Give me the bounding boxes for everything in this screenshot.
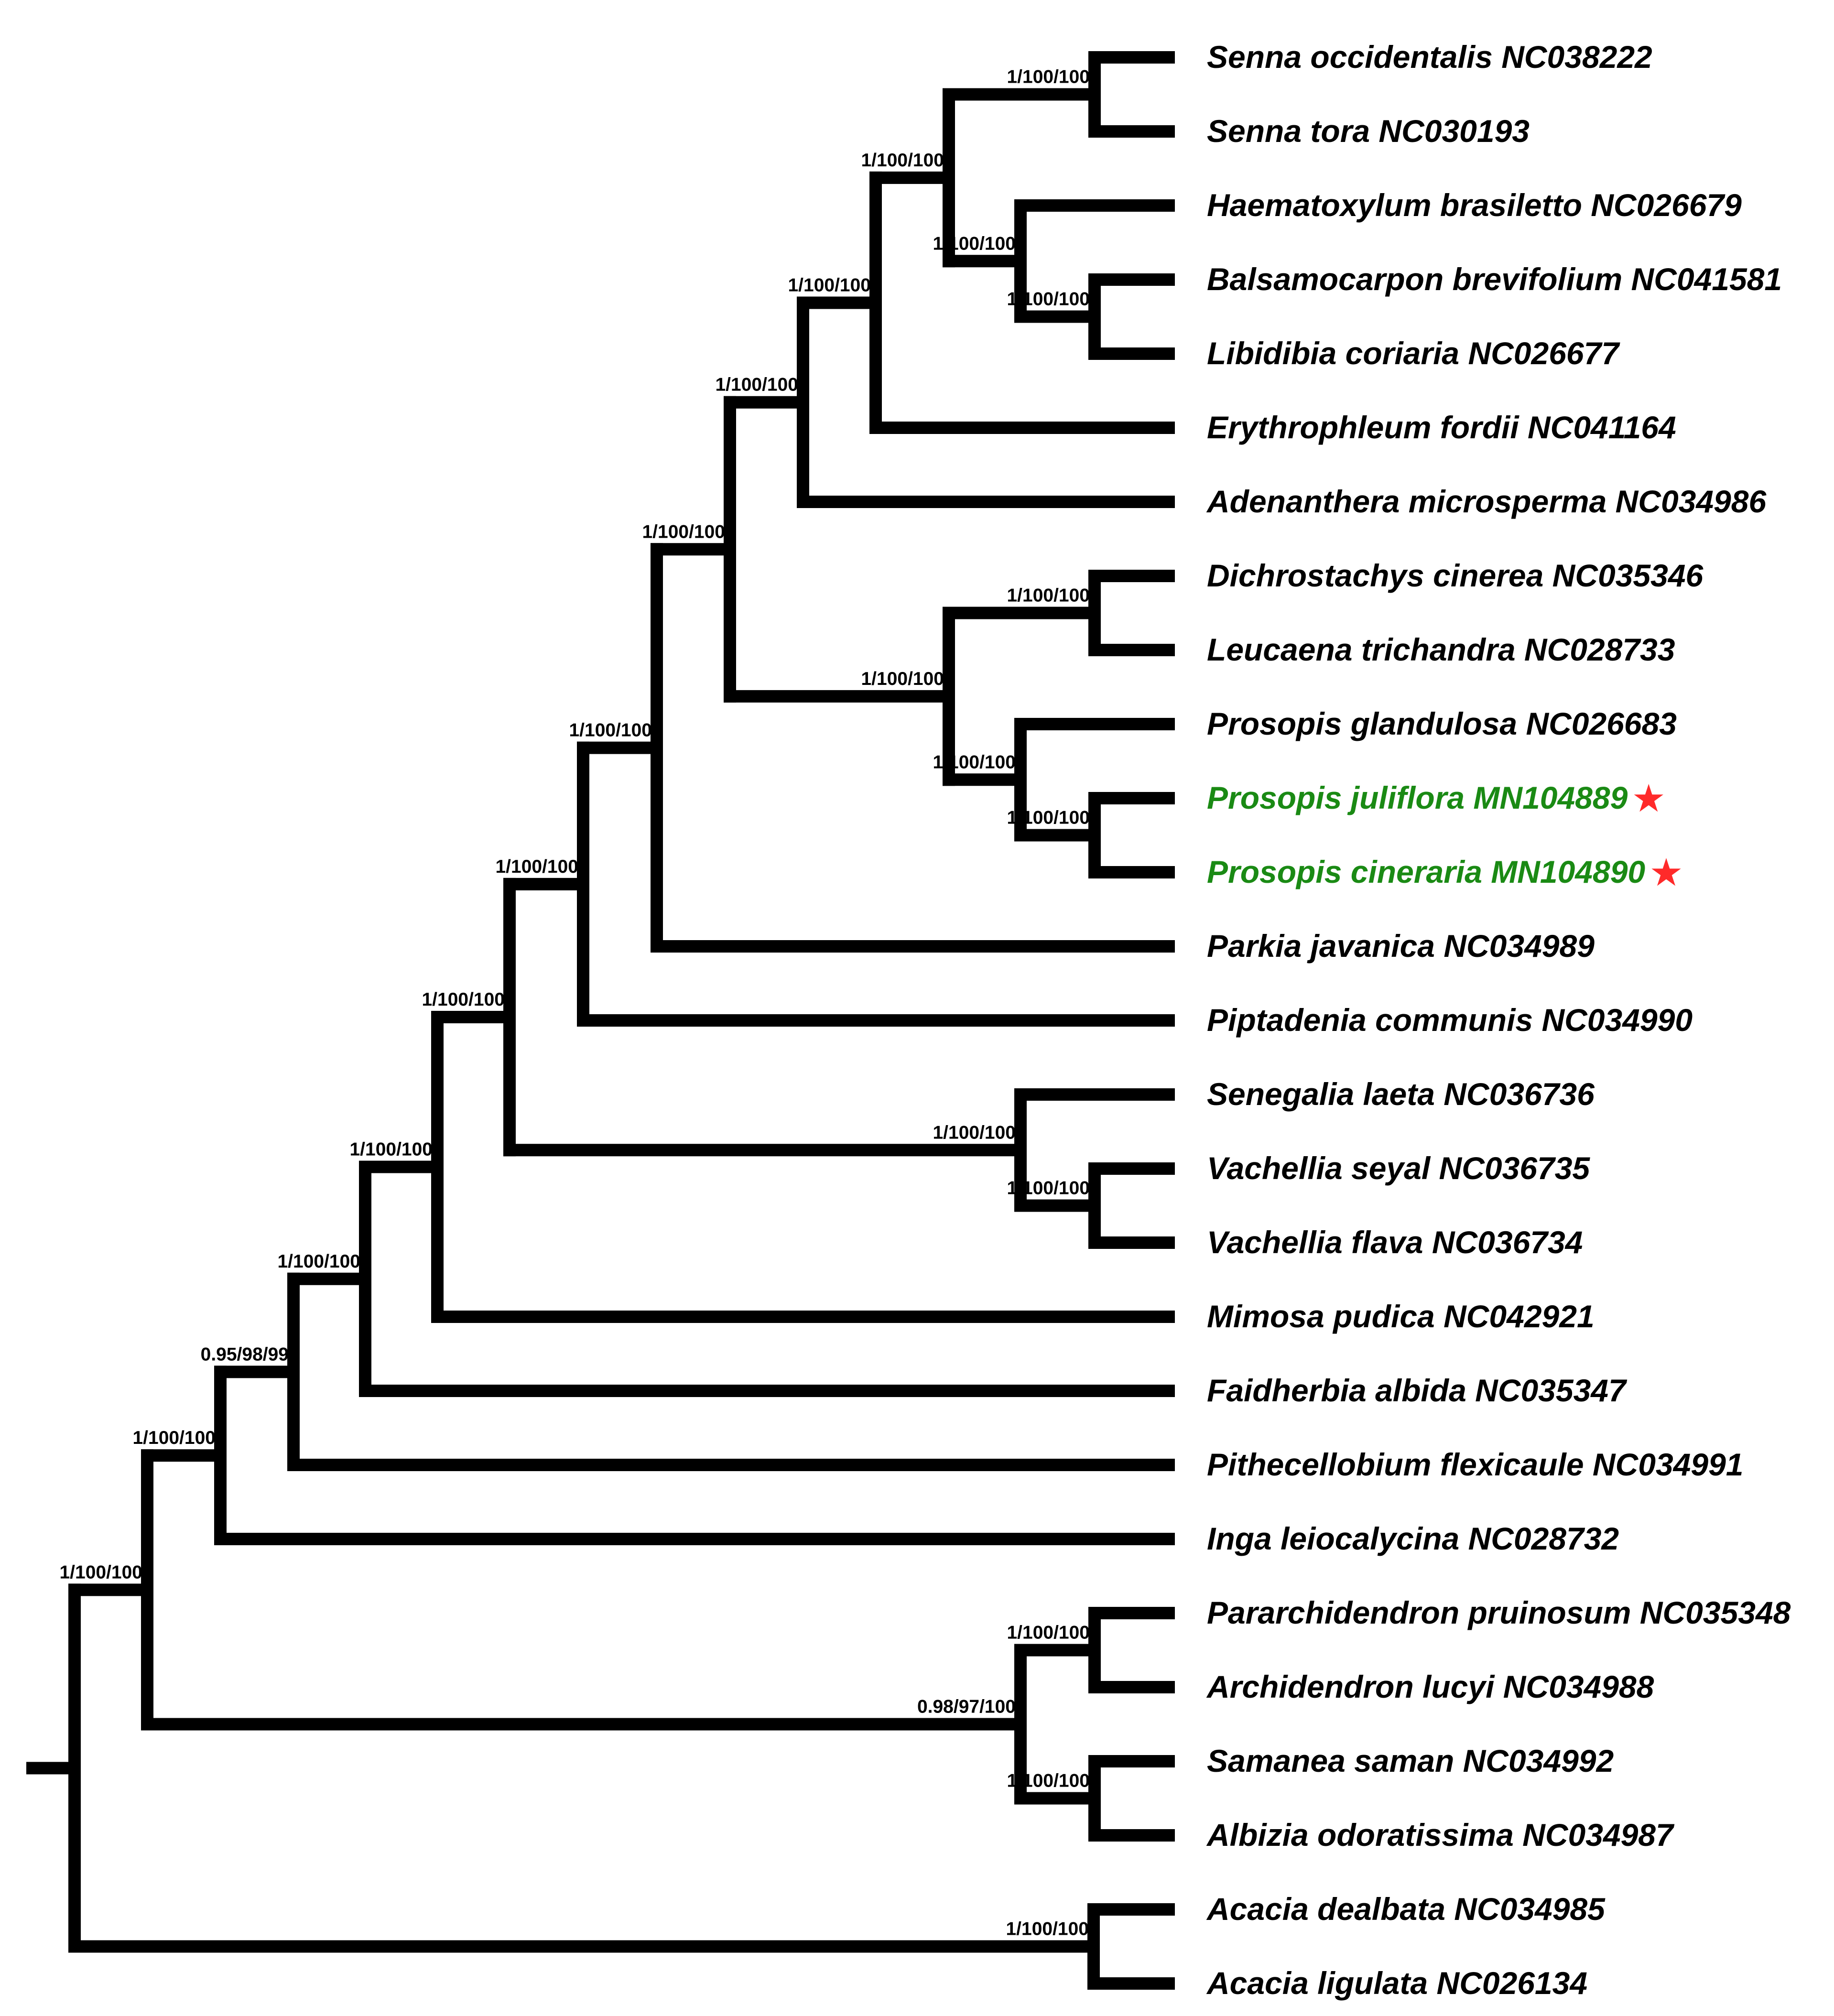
support-value: 1/100/100 [1007, 808, 1090, 828]
support-value: 1/100/100 [1007, 1771, 1090, 1791]
support-value: 1/100/100 [1007, 289, 1090, 310]
taxon-label: Pararchidendron pruinosum NC035348 [1207, 1595, 1791, 1630]
taxon-label: Adenanthera microsperma NC034986 [1206, 484, 1767, 519]
support-value: 1/100/100 [132, 1428, 216, 1448]
taxon-label: Haematoxylum brasiletto NC026679 [1207, 187, 1742, 223]
support-value: 1/100/100 [861, 150, 944, 171]
taxon-label: Dichrostachys cinerea NC035346 [1207, 558, 1704, 593]
support-value: 1/100/100 [59, 1562, 142, 1582]
taxon-labels: Senna occidentalis NC038222 Senna tora NC… [1206, 39, 1791, 2001]
taxon-label: Senegalia laeta NC036736 [1207, 1076, 1595, 1112]
support-value: 1/100/100 [1007, 67, 1090, 87]
taxon-label: Erythrophleum fordii NC041164 [1207, 410, 1676, 445]
taxon-label: Parkia javanica NC034989 [1207, 928, 1595, 964]
support-value: 1/100/100 [1006, 1919, 1089, 1940]
taxon-label: Albizia odoratissima NC034987 [1206, 1817, 1675, 1853]
support-value: 1/100/100 [1007, 585, 1090, 606]
support-value: 1/100/100 [642, 521, 725, 542]
taxon-label: Piptadenia communis NC034990 [1207, 1002, 1693, 1038]
taxon-label: Balsamocarpon brevifolium NC041581 [1207, 261, 1782, 297]
support-value: 1/100/100 [569, 720, 652, 741]
taxon-label: Acacia ligulata NC026134 [1206, 1965, 1587, 2001]
taxon-label: Pithecellobium flexicaule NC034991 [1207, 1447, 1743, 1482]
taxon-label: Prosopis cineraria MN104890 [1207, 854, 1645, 889]
support-value: 1/100/100 [495, 856, 578, 877]
taxon-label: Samanea saman NC034992 [1207, 1743, 1614, 1778]
taxon-label: Prosopis juliflora MN104889 [1207, 780, 1628, 815]
support-value: 0.95/98/99 [201, 1344, 289, 1365]
taxon-label: Acacia dealbata NC034985 [1206, 1891, 1606, 1927]
taxon-label: Inga leiocalycina NC028732 [1207, 1521, 1619, 1556]
tree-branches [26, 51, 1175, 1990]
support-value: 1/100/100 [715, 375, 798, 395]
support-value: 0.98/97/100 [917, 1697, 1016, 1717]
support-value: 1/100/100 [933, 1122, 1016, 1143]
taxon-label: Leucaena trichandra NC028733 [1207, 632, 1675, 667]
support-value: 1/100/100 [422, 989, 505, 1010]
taxon-label: Archidendron lucyi NC034988 [1206, 1669, 1654, 1704]
support-values: 1/100/100 1/100/100 1/100/100 1/100/100 1/10… [59, 67, 1090, 1940]
taxon-label: Vachellia flava NC036734 [1207, 1225, 1583, 1260]
support-value: 1/100/100 [861, 669, 944, 689]
taxon-label: Mimosa pudica NC042921 [1207, 1299, 1595, 1334]
taxon-label: Prosopis glandulosa NC026683 [1207, 706, 1677, 741]
star-icon: ★ [1631, 776, 1666, 821]
star-icon: ★ [1649, 850, 1683, 895]
support-value: 1/100/100 [933, 233, 1016, 254]
taxon-label: Vachellia seyal NC036735 [1207, 1150, 1590, 1186]
taxon-label: Libidibia coriaria NC026677 [1207, 336, 1620, 371]
support-value: 1/100/100 [349, 1139, 433, 1160]
support-value: 1/100/100 [1007, 1178, 1090, 1199]
taxon-label: Faidherbia albida NC035347 [1207, 1373, 1628, 1408]
taxon-label: Senna tora NC030193 [1207, 113, 1530, 149]
taxon-label: Senna occidentalis NC038222 [1207, 39, 1652, 75]
support-value: 1/100/100 [277, 1251, 360, 1272]
support-value: 1/100/100 [1007, 1623, 1090, 1643]
support-value: 1/100/100 [788, 275, 871, 295]
support-value: 1/100/100 [933, 752, 1016, 772]
